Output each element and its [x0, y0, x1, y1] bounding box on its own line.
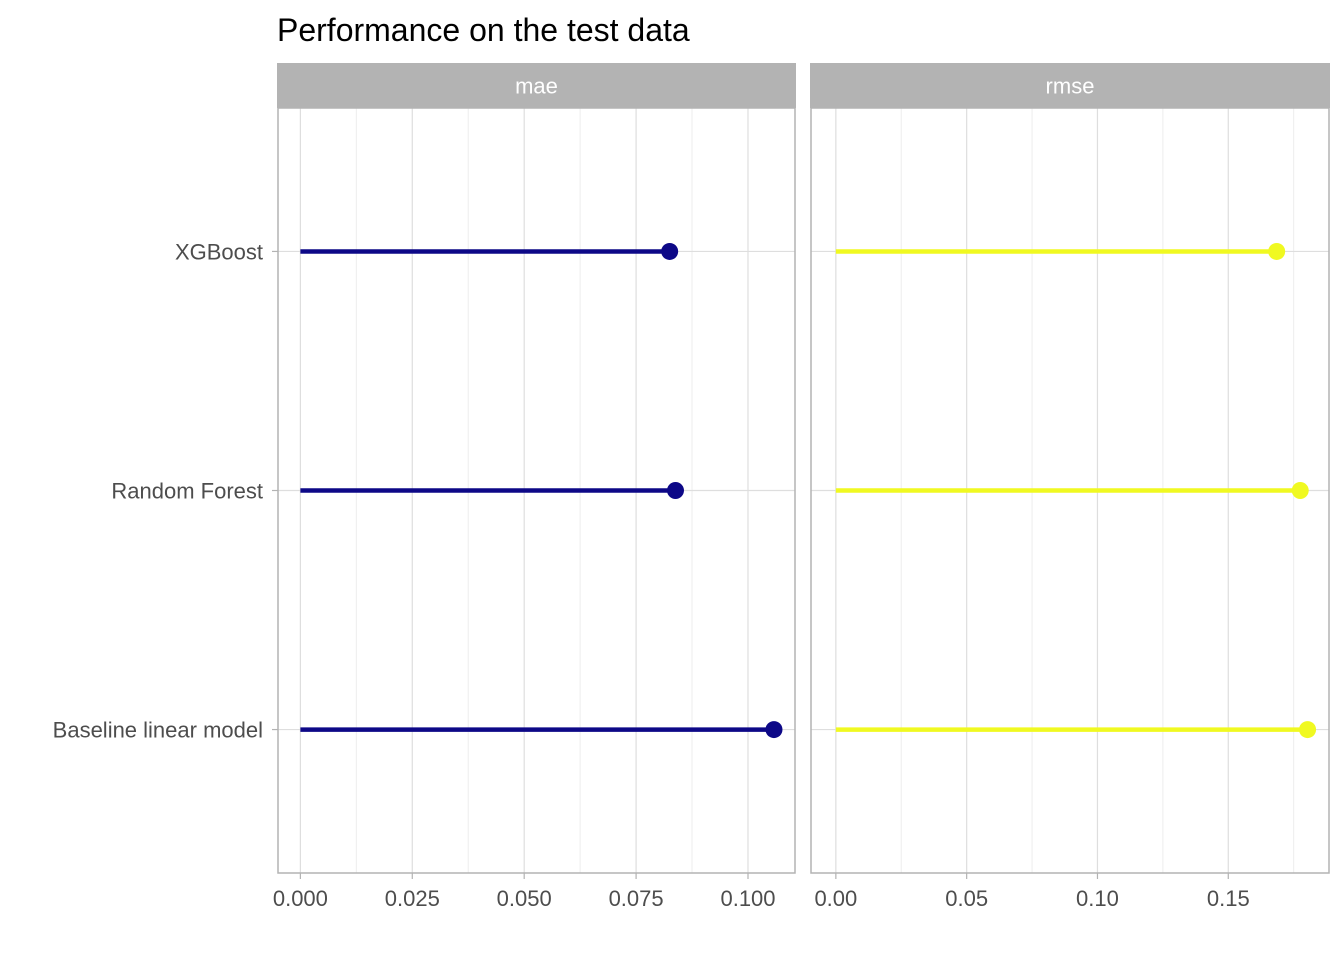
x-tick-label: 0.050 — [497, 886, 552, 911]
facet-strip-label: rmse — [1046, 74, 1095, 99]
facet-strip — [810, 63, 1330, 108]
x-tick-label: 0.00 — [814, 886, 857, 911]
x-tick-label: 0.000 — [273, 886, 328, 911]
lollipop-point — [1291, 482, 1309, 499]
facet-mae: mae 0.000 0.025 0.050 0.075 0.100 — [273, 63, 796, 911]
facet-strip — [277, 63, 796, 108]
facet-rmse: rmse 0.00 0.05 0.10 0.15 — [810, 63, 1330, 911]
x-tick-label: 0.10 — [1076, 886, 1119, 911]
y-axis: XGBoost Random Forest Baseline linear mode… — [53, 239, 278, 743]
x-tick-label: 0.15 — [1207, 886, 1250, 911]
y-tick-label: Random Forest — [111, 479, 263, 504]
lollipop-point — [1299, 721, 1317, 739]
x-tick-label: 0.075 — [609, 886, 664, 911]
lollipop-point — [666, 482, 684, 499]
panel-border — [810, 107, 1330, 874]
x-tick-label: 0.05 — [945, 886, 988, 911]
y-tick-label: Baseline linear model — [53, 718, 263, 743]
facets: mae 0.000 0.025 0.050 0.075 0.100 rmse 0.00 0.05… — [273, 63, 1330, 911]
chart-title: Performance on the test data — [277, 12, 690, 48]
x-tick-label: 0.025 — [385, 886, 440, 911]
lollipop-point — [765, 721, 783, 739]
y-tick-label: XGBoost — [175, 239, 263, 264]
x-tick-label: 0.100 — [720, 886, 775, 911]
lollipop-point — [1268, 242, 1286, 260]
lollipop-point — [661, 242, 679, 260]
facet-strip-label: mae — [515, 74, 558, 99]
